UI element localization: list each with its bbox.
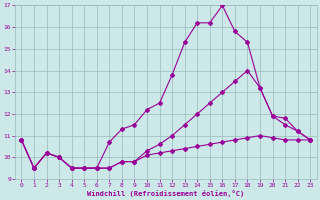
X-axis label: Windchill (Refroidissement éolien,°C): Windchill (Refroidissement éolien,°C) [87, 190, 244, 197]
